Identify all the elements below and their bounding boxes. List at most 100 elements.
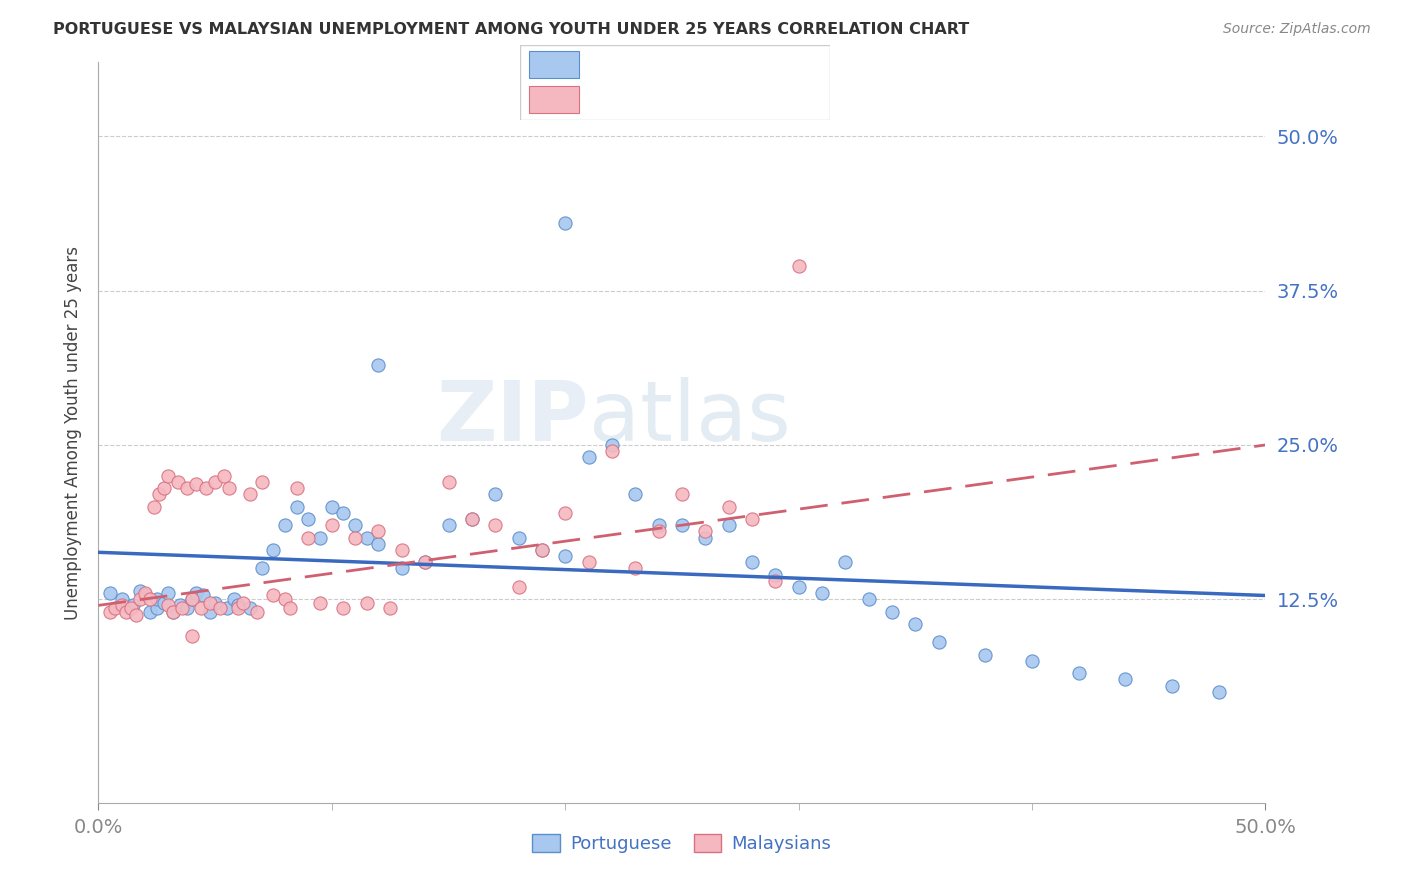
Point <box>285 481 308 495</box>
Point <box>274 518 297 533</box>
Point <box>239 600 262 615</box>
Point <box>344 531 367 545</box>
Point <box>787 259 810 273</box>
Point <box>215 600 238 615</box>
Text: R =  0.185: R = 0.185 <box>588 91 689 109</box>
Point <box>297 531 319 545</box>
Point <box>1114 673 1136 687</box>
Point <box>508 580 530 594</box>
Point <box>146 600 169 615</box>
Point <box>484 487 506 501</box>
Point <box>1021 654 1043 668</box>
Point <box>152 481 174 495</box>
Legend: Portuguese, Malaysians: Portuguese, Malaysians <box>526 827 838 861</box>
Point <box>129 592 152 607</box>
Point <box>437 518 460 533</box>
Point <box>811 586 834 600</box>
Point <box>186 477 208 491</box>
Point <box>671 487 693 501</box>
Point <box>717 500 740 514</box>
Point <box>834 555 856 569</box>
Point <box>647 524 669 539</box>
Point <box>214 468 236 483</box>
Point <box>554 216 576 230</box>
Point <box>1067 666 1090 681</box>
Point <box>741 555 763 569</box>
Point <box>741 512 763 526</box>
Point <box>139 592 162 607</box>
Point <box>180 592 202 607</box>
Point <box>413 555 436 569</box>
Point <box>600 444 623 458</box>
Point <box>200 596 222 610</box>
Bar <box>530 87 579 112</box>
Point <box>344 518 367 533</box>
Y-axis label: Unemployment Among Youth under 25 years: Unemployment Among Youth under 25 years <box>65 245 83 620</box>
Point <box>787 580 810 594</box>
Point <box>530 542 553 557</box>
Point <box>763 567 786 582</box>
Point <box>139 605 162 619</box>
Point <box>578 555 600 569</box>
Point <box>274 592 297 607</box>
Point <box>600 438 623 452</box>
Text: R = -0.147: R = -0.147 <box>588 55 689 73</box>
Point <box>356 531 378 545</box>
Point <box>228 600 250 615</box>
Point <box>554 506 576 520</box>
Point <box>332 600 354 615</box>
Point <box>356 596 378 610</box>
Point <box>129 583 152 598</box>
Point <box>222 592 245 607</box>
Point <box>624 487 647 501</box>
Point <box>134 586 156 600</box>
Point <box>530 542 553 557</box>
Point <box>880 605 903 619</box>
Point <box>193 589 215 603</box>
Point <box>122 599 145 613</box>
Point <box>125 608 148 623</box>
Text: N = 65: N = 65 <box>737 55 799 73</box>
Point <box>143 500 166 514</box>
Point <box>413 555 436 569</box>
Point <box>647 518 669 533</box>
Point <box>166 475 188 489</box>
Point <box>239 487 262 501</box>
Point <box>134 589 156 603</box>
Point <box>246 605 269 619</box>
Point <box>157 468 180 483</box>
Point <box>391 542 413 557</box>
Point <box>695 524 717 539</box>
Point <box>152 596 174 610</box>
Point <box>554 549 576 563</box>
Point <box>157 586 180 600</box>
Point <box>380 600 402 615</box>
Point <box>858 592 880 607</box>
Point <box>180 629 202 643</box>
Point <box>763 574 786 588</box>
Point <box>162 605 184 619</box>
FancyBboxPatch shape <box>520 45 830 120</box>
Point <box>297 512 319 526</box>
Text: N = 63: N = 63 <box>737 91 799 109</box>
Point <box>437 475 460 489</box>
Point <box>309 531 332 545</box>
Point <box>169 599 191 613</box>
Point <box>120 600 142 615</box>
Point <box>332 506 354 520</box>
Point <box>285 500 308 514</box>
Point <box>974 648 997 662</box>
Point <box>204 596 226 610</box>
Text: atlas: atlas <box>589 377 790 458</box>
Point <box>309 596 332 610</box>
Point <box>321 518 343 533</box>
Point <box>162 605 184 619</box>
Point <box>194 481 217 495</box>
Point <box>228 599 250 613</box>
Point <box>208 600 231 615</box>
Text: PORTUGUESE VS MALAYSIAN UNEMPLOYMENT AMONG YOUTH UNDER 25 YEARS CORRELATION CHAR: PORTUGUESE VS MALAYSIAN UNEMPLOYMENT AMO… <box>53 22 970 37</box>
Point <box>180 592 202 607</box>
Point <box>278 600 301 615</box>
Point <box>204 475 226 489</box>
Point <box>148 487 170 501</box>
